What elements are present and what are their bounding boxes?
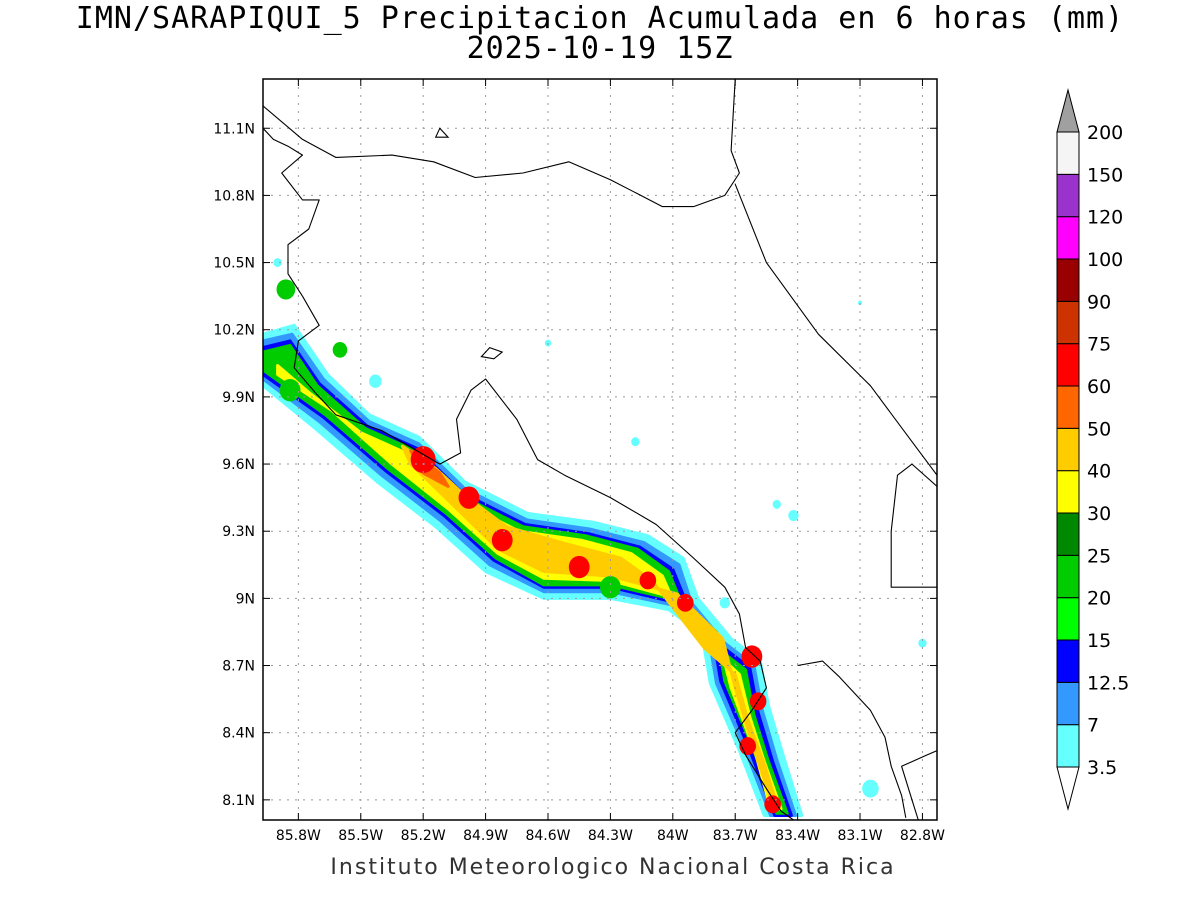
precip-cell-18 [772,499,781,509]
colorbar-label-0: 3.5 [1087,757,1117,779]
colorbar-label-15: 200 [1087,122,1123,144]
precip-cell-17 [631,437,640,447]
chart-subtitle: 2025-10-19 15Z [466,31,734,66]
x-tick-label-2: 85.2W [401,828,446,844]
colorbar-label-11: 90 [1087,291,1111,313]
coastline-layer [263,79,937,820]
colorbar-swatch-7 [1056,427,1080,472]
colorbar-swatch-4 [1056,554,1080,599]
colorbar-swatch-5 [1056,512,1080,556]
colorbar-swatch-14 [1056,131,1080,175]
colorbar-label-14: 150 [1087,164,1123,186]
colorbar-label-10: 75 [1087,334,1111,356]
precipitation-layer [263,258,927,817]
chart-title: IMN/SARAPIQUI_5 Precipitacion Acumulada … [75,1,1125,36]
precip-cell-12 [276,279,296,300]
precip-cell-22 [918,638,927,648]
x-tick-label-1: 85.5W [338,828,383,844]
coastline-5 [890,463,937,588]
colorbar-label-8: 50 [1087,418,1111,440]
coastline-3 [797,660,907,818]
x-tick-label-0: 85.8W [276,828,321,844]
coastline-0 [263,79,740,208]
colorbar-swatch-6 [1056,470,1080,514]
colorbar-label-1: 7 [1087,715,1099,737]
x-tick-label-6: 84W [657,828,689,844]
precip-cell-23 [857,300,863,306]
x-tick-label-4: 84.6W [525,828,570,844]
y-tick-label-2: 10.5N [213,256,255,272]
precip-cell-19 [788,509,799,522]
coastline-2 [263,127,794,820]
y-tick-label-8: 8.7N [222,659,255,675]
colorbar: 3.5 7 12.5 15 20 25 30 40 50 60 75 90 100 120 150 200 [1056,88,1129,811]
y-tick-label-9: 8.4N [222,726,255,742]
colorbar-under-arrow [1056,766,1080,811]
precip-cell-1 [458,486,480,509]
colorbar-label-4: 20 [1087,588,1111,610]
colorbar-label-2: 12.5 [1087,672,1129,694]
colorbar-swatch-10 [1056,300,1080,345]
precip-cell-20 [719,597,731,609]
graticule [263,79,937,820]
colorbar-label-9: 60 [1087,376,1111,398]
precip-cell-10 [279,378,301,402]
colorbar-swatch-11 [1056,258,1080,302]
x-tick-label-7: 83.7W [713,828,758,844]
y-tick-label-3: 10.2N [213,323,255,339]
axis-ticks: 85.8W 85.5W 85.2W 84.9W 84.6W 84.3W 84W 83.7W 83… [213,79,945,844]
colorbar-swatch-12 [1056,216,1080,260]
x-tick-label-9: 83.1W [838,828,883,844]
colorbar-swatch-8 [1056,385,1080,429]
precip-cell-15 [369,374,382,388]
colorbar-label-6: 30 [1087,503,1111,525]
precip-cell-21 [862,779,879,798]
colorbar-swatch-0 [1056,724,1080,768]
y-tick-label-6: 9.3N [222,524,255,540]
precip-cell-14 [273,258,282,268]
colorbar-swatch-2 [1056,639,1080,683]
precip-cell-3 [568,555,590,579]
precip-cell-2 [491,528,513,552]
credit-footer: Instituto Meteorologico Nacional Costa R… [330,855,896,880]
precip-cell-4 [639,571,657,590]
y-tick-label-0: 11.1N [213,121,255,137]
colorbar-swatch-9 [1056,343,1080,387]
x-tick-label-5: 84.3W [588,828,633,844]
precip-cell-5 [676,593,694,612]
y-tick-label-7: 9N [236,591,255,607]
y-tick-label-4: 9.9N [222,390,255,406]
x-tick-label-3: 84.9W [463,828,508,844]
plot-frame [262,78,938,821]
y-tick-label-10: 8.1N [222,793,255,809]
precip-cell-11 [600,575,621,599]
colorbar-label-12: 100 [1087,249,1123,271]
y-tick-label-5: 9.6N [222,457,255,473]
precip-cell-13 [332,342,348,358]
precip-cell-0 [410,446,436,474]
colorbar-label-5: 25 [1087,545,1111,567]
colorbar-label-13: 120 [1087,207,1123,229]
colorbar-label-7: 40 [1087,461,1111,483]
y-tick-label-1: 10.8N [213,188,255,204]
colorbar-swatch-13 [1056,173,1080,218]
colorbar-over-arrow [1056,88,1080,133]
coastline-1 [734,183,937,476]
island-0 [480,346,504,360]
colorbar-label-3: 15 [1087,630,1111,652]
island-1 [434,127,450,138]
colorbar-swatch-3 [1056,597,1080,641]
precip-cell-6 [741,645,763,668]
x-tick-label-10: 82.8W [900,828,945,844]
colorbar-swatch-1 [1056,681,1080,726]
x-tick-label-8: 83.4W [775,828,820,844]
coastline-4 [901,750,937,820]
